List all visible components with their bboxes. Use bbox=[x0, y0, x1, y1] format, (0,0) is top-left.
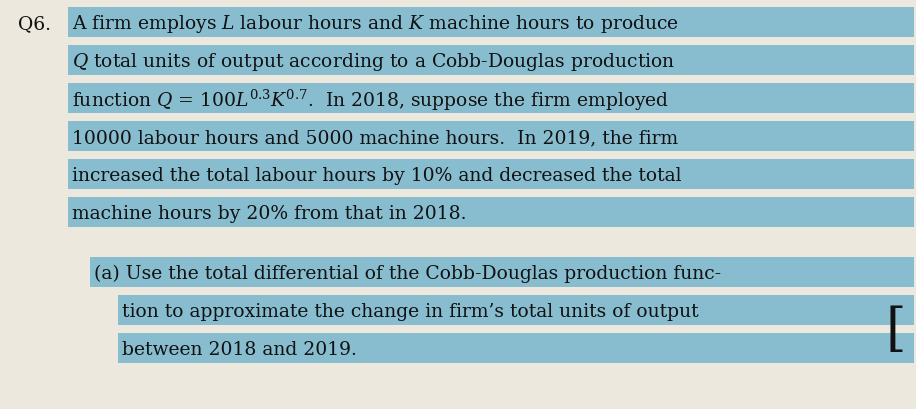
Bar bbox=[68, 121, 914, 151]
Text: (a) Use the total differential of the Cobb-Douglas production func-: (a) Use the total differential of the Co… bbox=[94, 265, 721, 283]
Bar bbox=[90, 257, 914, 287]
Bar bbox=[68, 197, 914, 227]
Bar bbox=[68, 159, 914, 189]
Text: between 2018 and 2019.: between 2018 and 2019. bbox=[122, 341, 357, 359]
Text: $Q$ total units of output according to a Cobb-Douglas production: $Q$ total units of output according to a… bbox=[72, 51, 675, 73]
Text: machine hours by 20% from that in 2018.: machine hours by 20% from that in 2018. bbox=[72, 205, 466, 223]
Bar bbox=[68, 7, 914, 37]
Bar bbox=[68, 45, 914, 75]
Text: tion to approximate the change in firm’s total units of output: tion to approximate the change in firm’s… bbox=[122, 303, 699, 321]
Text: Q6.: Q6. bbox=[18, 15, 51, 33]
Bar bbox=[118, 295, 914, 325]
Text: [: [ bbox=[886, 306, 906, 357]
Text: function $Q$ = $100L^{0.3}K^{0.7}$.  In 2018, suppose the firm employed: function $Q$ = $100L^{0.3}K^{0.7}$. In 2… bbox=[72, 88, 670, 112]
Bar bbox=[118, 333, 914, 363]
Text: A firm employs $L$ labour hours and $K$ machine hours to produce: A firm employs $L$ labour hours and $K$ … bbox=[72, 13, 679, 35]
Text: increased the total labour hours by 10% and decreased the total: increased the total labour hours by 10% … bbox=[72, 167, 682, 185]
Bar bbox=[68, 83, 914, 113]
Text: 10000 labour hours and 5000 machine hours.  In 2019, the firm: 10000 labour hours and 5000 machine hour… bbox=[72, 129, 678, 147]
